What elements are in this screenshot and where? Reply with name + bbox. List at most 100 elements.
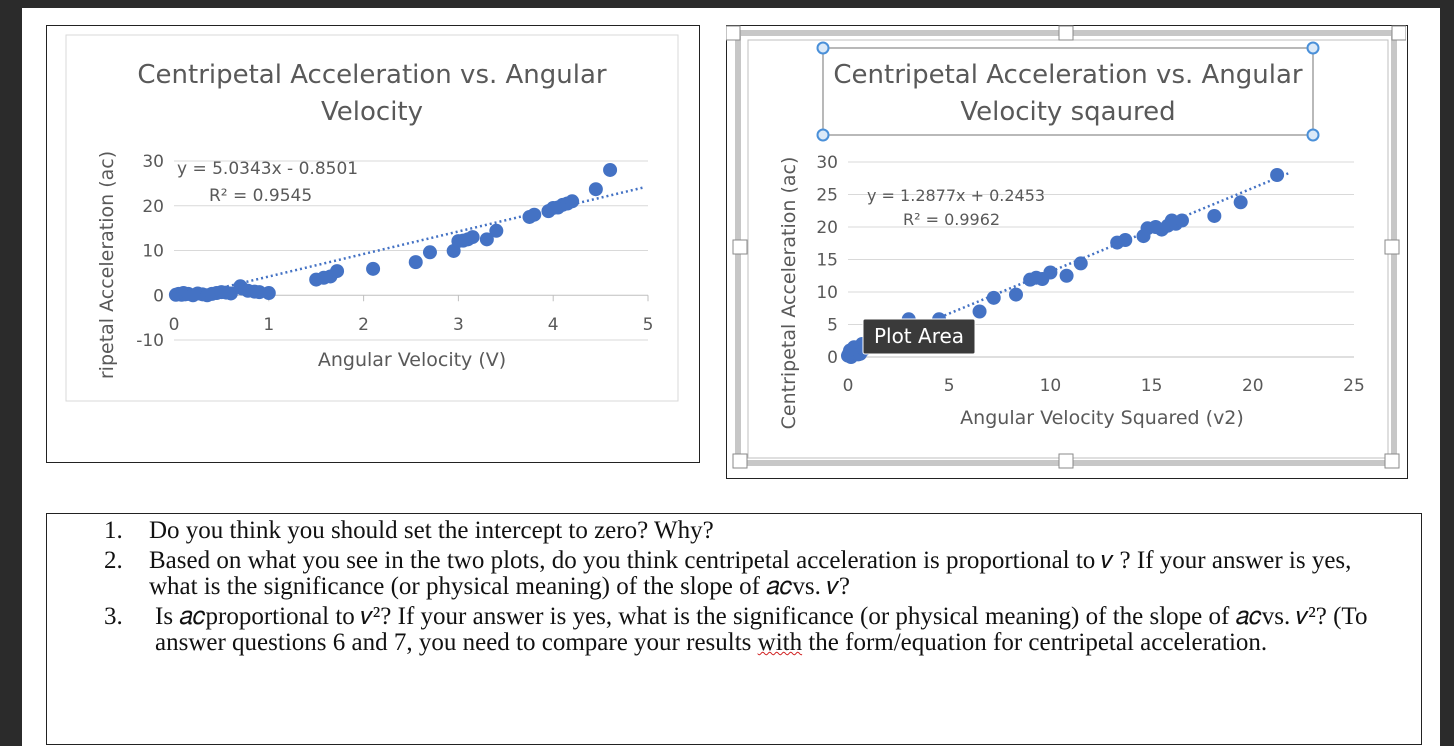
title-handle-bottom-right[interactable] <box>1306 128 1320 142</box>
chart-1-frame <box>46 25 700 463</box>
resize-handle-middle-right[interactable] <box>1384 239 1400 255</box>
question-text: Do you think you should set the intercep… <box>149 517 714 544</box>
c2-data-point <box>1118 233 1133 247</box>
plot-area-tooltip <box>862 318 976 355</box>
questions-box <box>46 513 1422 745</box>
c2-y-tick-label: 10 <box>816 283 838 303</box>
c1-x-tick-label: 5 <box>643 315 654 335</box>
chart-2-points <box>841 168 1285 364</box>
c1-data-point <box>565 194 580 209</box>
chart-2-r-squared: R² = 0.9962 <box>903 210 1000 229</box>
c2-data-point <box>1073 256 1088 271</box>
c2-data-point <box>972 304 987 319</box>
window-right-bar <box>1440 0 1454 746</box>
plot-area-tooltip-label: Plot Area <box>874 324 964 348</box>
chart-1-y-axis-label: ripetal Acceleration (ac) <box>96 151 118 379</box>
c2-data-point <box>1174 213 1189 228</box>
c1-data-point <box>489 223 504 238</box>
chart-1-r-squared: R² = 0.9545 <box>209 186 312 206</box>
c1-y-tick-label: -10 <box>136 331 164 351</box>
c1-data-point <box>603 162 618 177</box>
resize-handle-top-center[interactable] <box>1058 25 1074 41</box>
c1-data-point <box>366 261 381 276</box>
c1-y-tick-label: 10 <box>142 242 164 262</box>
c1-data-point <box>223 286 238 301</box>
c2-data-point <box>1059 268 1074 283</box>
c2-data-point <box>1008 287 1023 302</box>
c1-y-tick-label: 20 <box>142 197 164 217</box>
question-text: Based on what you see in the two plots, … <box>149 547 1352 600</box>
chart-1-x-axis-label: Angular Velocity (V) <box>318 349 506 371</box>
question-text-end: the form/equation for centripetal accele… <box>802 629 1268 656</box>
c1-y-tick-label: 0 <box>153 286 164 306</box>
resize-handle-top-right[interactable] <box>1391 25 1406 41</box>
c2-y-tick-label: 0 <box>827 348 838 368</box>
title-handle-top-left[interactable] <box>816 41 830 55</box>
c2-x-tick-label: 0 <box>843 376 854 396</box>
c2-y-tick-label: 25 <box>816 186 838 206</box>
chart-2-y-axis-label: Centripetal Acceleration (ac) <box>778 157 800 430</box>
c2-data-point <box>1233 195 1248 210</box>
c2-data-point <box>986 290 1001 305</box>
c1-x-tick-label: 4 <box>548 315 559 335</box>
resize-handle-bottom-center[interactable] <box>1058 453 1074 469</box>
c1-data-point <box>330 264 345 279</box>
c2-y-tick-label: 20 <box>816 218 838 238</box>
c1-x-tick-label: 3 <box>453 315 464 335</box>
c2-x-tick-label: 5 <box>944 376 955 396</box>
chart-1-title-line-1: Centripetal Acceleration vs. Angular <box>137 60 607 90</box>
chart-2-frame <box>726 25 1408 479</box>
c2-data-point <box>1043 265 1058 280</box>
c2-x-tick-label: 15 <box>1141 376 1163 396</box>
question-item: 3. Is 𝑎𝑐proportional to 𝑣²? If your answ… <box>104 604 1404 656</box>
chart-1-area-border <box>65 34 679 402</box>
chart-2-title-selection[interactable] <box>822 47 1314 136</box>
c2-data-point <box>1270 168 1285 182</box>
window-left-bar <box>0 0 22 746</box>
chart-1-equation: y = 5.0343x - 0.8501 <box>177 159 358 179</box>
chart-1-title-line-2: Velocity <box>321 97 423 127</box>
c2-x-tick-label: 25 <box>1343 376 1365 396</box>
c1-data-point <box>261 286 276 301</box>
c2-y-tick-label: 15 <box>816 251 838 271</box>
c1-data-point <box>588 182 603 197</box>
chart-2-trendline <box>851 171 1290 355</box>
question-number: 3. <box>104 603 123 630</box>
chart-2-title-line-2: Velocity sqaured <box>960 97 1175 127</box>
chart-2-title-line-1: Centripetal Acceleration vs. Angular <box>833 60 1303 90</box>
chart-1[interactable]: Centripetal Acceleration vs. Angular Vel… <box>46 25 698 461</box>
c1-x-tick-label: 1 <box>263 315 274 335</box>
resize-handle-bottom-left[interactable] <box>732 453 748 469</box>
c1-x-tick-label: 2 <box>358 315 369 335</box>
question-number: 1. <box>104 517 123 544</box>
c1-data-point <box>408 255 423 270</box>
chart-2-tick-labels: 30 25 20 15 10 5 00 5 10 15 20 25 <box>816 153 1364 396</box>
c1-x-tick-label: 0 <box>169 315 180 335</box>
resize-handle-top-left[interactable] <box>726 25 741 41</box>
question-list: 1. Do you think you should set the inter… <box>104 518 1404 660</box>
resize-handle-bottom-right[interactable] <box>1384 453 1400 469</box>
c1-data-point <box>479 232 494 247</box>
question-item: 1. Do you think you should set the inter… <box>104 518 1404 544</box>
question-text: Is 𝑎𝑐proportional to 𝑣²? If your answer … <box>155 603 1368 656</box>
c1-data-point <box>422 245 437 260</box>
chart-1-points <box>168 162 618 303</box>
c2-x-tick-label: 10 <box>1040 376 1062 396</box>
c1-data-point <box>465 230 480 245</box>
spelling-flag-word[interactable]: with <box>757 629 803 656</box>
window-top-bar <box>0 0 1454 8</box>
c2-x-tick-label: 20 <box>1242 376 1264 396</box>
resize-handle-middle-left[interactable] <box>732 239 748 255</box>
title-handle-bottom-left[interactable] <box>816 128 830 142</box>
c2-data-point <box>1207 208 1222 223</box>
title-handle-top-right[interactable] <box>1306 41 1320 55</box>
c1-y-tick-label: 30 <box>142 152 164 172</box>
c2-y-tick-label: 5 <box>827 316 838 336</box>
chart-2[interactable]: Centripetal Acceleration vs. Angular Vel… <box>726 25 1406 477</box>
chart-2-x-axis-label: Angular Velocity Squared (v2) <box>960 407 1244 429</box>
chart-2-equation: y = 1.2877x + 0.2453 <box>867 186 1045 205</box>
c2-y-tick-label: 30 <box>816 153 838 173</box>
question-number: 2. <box>104 547 123 574</box>
question-item: 2. Based on what you see in the two plot… <box>104 548 1404 600</box>
